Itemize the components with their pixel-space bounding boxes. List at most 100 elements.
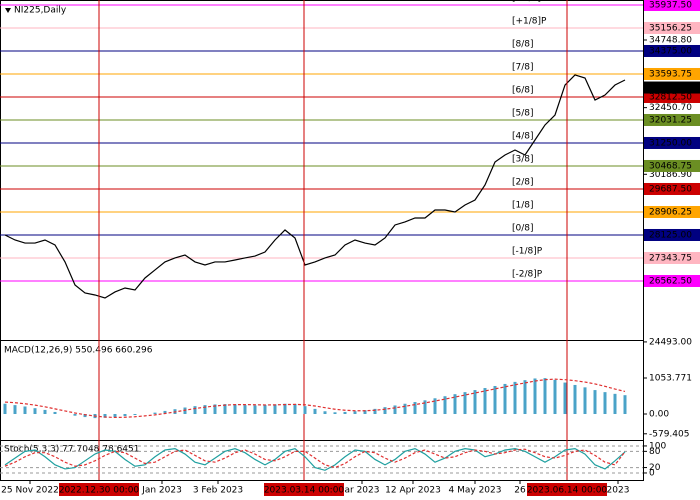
level-name: [1/8] bbox=[512, 200, 534, 210]
level-price-label: 32812.50 bbox=[649, 92, 692, 102]
y-tick-label: 100 bbox=[649, 441, 666, 451]
level-price-box bbox=[644, 251, 700, 264]
level-name: [6/8] bbox=[512, 85, 534, 95]
level-price-box bbox=[644, 159, 700, 172]
histogram-bar bbox=[383, 407, 387, 415]
histogram-bar bbox=[273, 404, 277, 415]
histogram-bar bbox=[493, 385, 497, 415]
level-name: [2/8] bbox=[512, 177, 534, 187]
level-price-label: 26562.50 bbox=[649, 276, 692, 286]
histogram-bar bbox=[113, 414, 117, 418]
x-tick-label: 26 bbox=[514, 486, 526, 496]
histogram-bar bbox=[263, 405, 267, 415]
level-price-label: 32031.25 bbox=[649, 115, 692, 125]
level-name: [4/8] bbox=[512, 131, 534, 141]
level-price-label: 35156.25 bbox=[649, 23, 692, 33]
histogram-bar bbox=[103, 414, 107, 418]
histogram-bar bbox=[613, 393, 617, 415]
histogram-bar bbox=[523, 380, 527, 415]
level-price-label: 28906.25 bbox=[649, 207, 692, 217]
histogram-bar bbox=[303, 406, 307, 415]
histogram-bar bbox=[513, 381, 517, 415]
level-price-label: 31250.00 bbox=[649, 138, 692, 148]
x-tick-label: 4 May 2023 bbox=[449, 486, 502, 496]
level-price-label: 27343.75 bbox=[649, 253, 692, 263]
histogram-bar bbox=[463, 392, 467, 415]
level-name: [7/8] bbox=[512, 62, 534, 72]
y-tick-label: 1053.771 bbox=[649, 373, 692, 383]
y-tick-label: 34748.80 bbox=[649, 35, 692, 45]
y-tick-label: 30186.90 bbox=[649, 170, 692, 180]
histogram-bar bbox=[313, 408, 317, 415]
level-price-box bbox=[644, 67, 700, 80]
histogram-bar bbox=[33, 408, 37, 415]
histogram-bar bbox=[253, 405, 257, 415]
histogram-bar bbox=[603, 392, 607, 415]
marker-label-box bbox=[527, 483, 607, 496]
histogram-bar bbox=[453, 394, 457, 415]
y-tick-label: 24493.00 bbox=[649, 337, 692, 347]
last-price-box bbox=[644, 81, 700, 94]
series-line bbox=[4, 378, 626, 419]
histogram-bar bbox=[193, 406, 197, 415]
y-tick-label: 80 bbox=[649, 447, 661, 457]
histogram-bar bbox=[403, 403, 407, 415]
stoch-title: Stoch(5,3,3) 77.7048 78.6451 bbox=[4, 445, 139, 455]
histogram-bar bbox=[373, 408, 377, 415]
histogram-bar bbox=[393, 405, 397, 415]
histogram-bar bbox=[243, 405, 247, 415]
marker-label-box bbox=[264, 483, 344, 496]
level-price-box bbox=[644, 90, 700, 103]
histogram-bar bbox=[333, 412, 337, 415]
level-price-box bbox=[644, 113, 700, 126]
histogram-bar bbox=[503, 383, 507, 415]
histogram-bar bbox=[553, 379, 557, 415]
histogram-bar bbox=[53, 411, 57, 415]
level-name: [-2/8]P bbox=[512, 269, 543, 279]
level-price-box bbox=[644, 228, 700, 241]
histogram-bar bbox=[543, 378, 547, 415]
x-tick-label: 3 Feb 2023 bbox=[193, 486, 243, 496]
histogram-bar bbox=[3, 403, 7, 415]
level-name: [5/8] bbox=[512, 108, 534, 118]
level-price-box bbox=[644, 44, 700, 57]
x-tick-label: Jan 2023 bbox=[141, 486, 182, 496]
level-price-box bbox=[644, 182, 700, 195]
histogram-bar bbox=[423, 400, 427, 415]
histogram-bar bbox=[123, 414, 127, 417]
chart-title: NI225,Daily bbox=[14, 6, 67, 16]
y-tick-label: 0.00 bbox=[649, 410, 669, 420]
marker-label-box bbox=[59, 483, 139, 496]
x-tick-label: 2023 bbox=[607, 486, 630, 496]
level-price-label: 34375.00 bbox=[649, 46, 692, 56]
histogram-bar bbox=[153, 412, 157, 415]
level-price-box bbox=[644, 205, 700, 218]
histogram-bar bbox=[433, 398, 437, 415]
x-tick-label: 25 Nov 2022 bbox=[1, 486, 59, 496]
histogram-bar bbox=[133, 414, 137, 416]
histogram-bar bbox=[413, 402, 417, 415]
level-price-box bbox=[644, 0, 700, 11]
histogram-bar bbox=[213, 404, 217, 415]
histogram-bar bbox=[223, 404, 227, 415]
series-line bbox=[4, 448, 626, 469]
histogram-bar bbox=[353, 411, 357, 415]
level-name: [-1/8]P bbox=[512, 246, 543, 256]
series-line bbox=[4, 447, 626, 471]
histogram-bar bbox=[203, 405, 207, 415]
symbol-icon bbox=[5, 8, 11, 13]
histogram-bar bbox=[13, 405, 17, 415]
y-tick-label: 32450.70 bbox=[649, 103, 692, 113]
histogram-bar bbox=[343, 411, 347, 415]
histogram-bar bbox=[83, 414, 87, 418]
level-name: [0/8] bbox=[512, 223, 534, 233]
last-price-label: 33134.00 bbox=[649, 83, 692, 93]
level-price-label: 30468.75 bbox=[649, 161, 692, 171]
marker-label: 2022.12.30 00:00 bbox=[59, 486, 140, 496]
histogram-bar bbox=[163, 410, 167, 415]
histogram-bar bbox=[43, 409, 47, 415]
level-price-box bbox=[644, 21, 700, 34]
y-tick-label: 0 bbox=[649, 468, 655, 478]
histogram-bar bbox=[73, 414, 77, 416]
